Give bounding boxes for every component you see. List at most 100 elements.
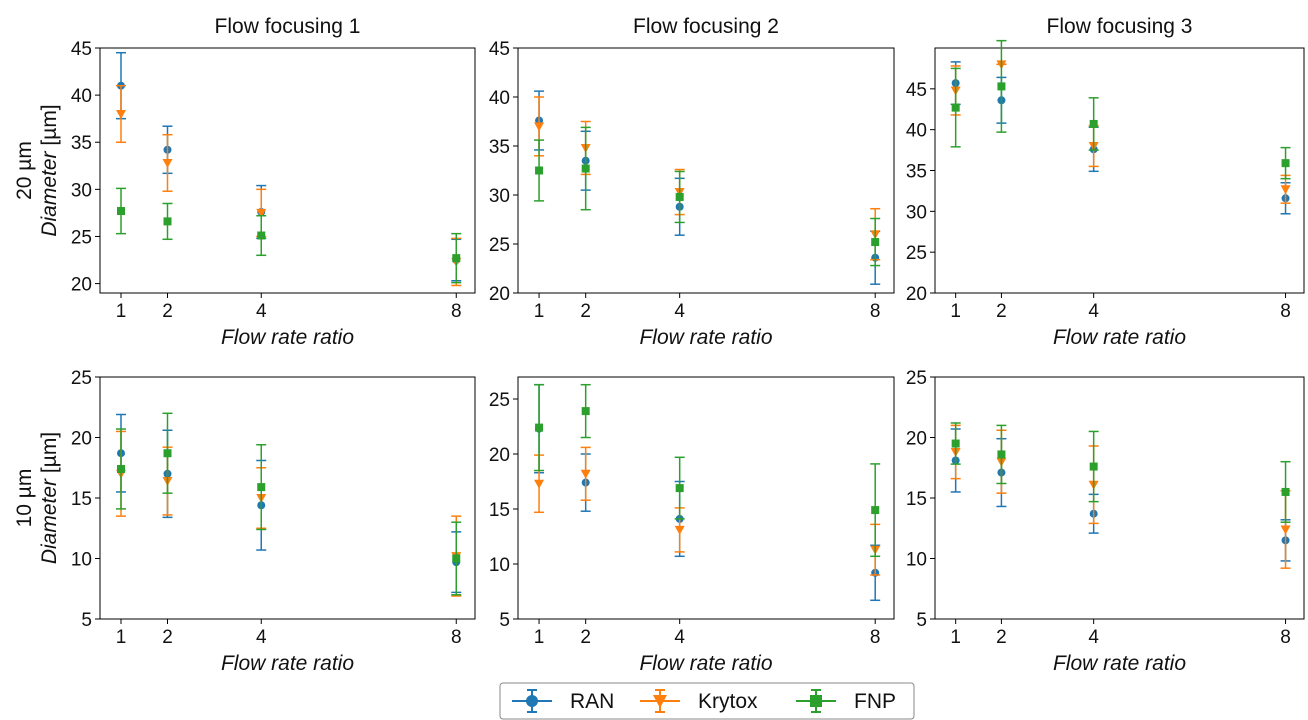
x-tick-label: 2 [162, 627, 173, 648]
data-point [534, 479, 545, 489]
data-point [117, 464, 125, 473]
legend-label: Krytox [698, 690, 758, 713]
legend-label: RAN [570, 690, 614, 713]
x-tick-label: 1 [534, 627, 545, 648]
legend-item-ran: RAN [512, 689, 614, 713]
x-tick-label: 4 [256, 301, 267, 322]
x-tick-label: 2 [996, 301, 1007, 322]
row-label-size: 10 µm [13, 469, 36, 528]
plot-frame [517, 47, 895, 294]
x-axis-title: Flow rate ratio [1053, 326, 1186, 349]
y-tick-label: 25 [71, 227, 92, 248]
x-axis-title: Flow rate ratio [639, 326, 772, 349]
y-tick-label: 25 [906, 368, 927, 389]
x-tick-label: 4 [256, 627, 267, 648]
panel-6: 5 10 15 20 25 1 2 4 8 Flow rate ratio [906, 368, 1305, 675]
x-tick-label: 1 [116, 301, 127, 322]
y-axis-title-italic: Diameter [38, 478, 61, 564]
y-tick-label: 25 [906, 243, 927, 264]
series-fnp [534, 126, 881, 267]
x-tick-label: 1 [950, 627, 961, 648]
data-point [163, 217, 172, 226]
legend-marker [526, 695, 538, 707]
panel-5: 5 10 15 20 25 1 2 4 8 Flow rate ratio [489, 376, 895, 675]
data-point [535, 166, 544, 175]
x-tick-label: 4 [674, 301, 685, 322]
y-tick-label: 30 [906, 202, 927, 223]
series-fnp [116, 412, 462, 596]
legend-item-fnp: FNP [796, 689, 896, 713]
x-tick-label: 1 [116, 627, 127, 648]
y-tick-label: 25 [489, 390, 510, 411]
data-point [257, 483, 266, 492]
panels: Flow focusing 1 20 25 30 35 40 45 1 2 4 8 Flow rate… [71, 15, 1305, 675]
x-tick-label: 4 [1088, 301, 1099, 322]
legend-label: FNP [854, 690, 896, 713]
panel-4: 5 10 15 20 25 1 2 4 8 Flow rate ratio [71, 368, 476, 675]
plot-frame [934, 47, 1305, 294]
x-tick-label: 4 [1088, 627, 1099, 648]
row-label-size: 20 µm [13, 141, 36, 200]
x-axis-title: Flow rate ratio [221, 652, 354, 675]
x-tick-label: 1 [534, 301, 545, 322]
data-point [1281, 159, 1290, 168]
legend-marker [653, 695, 667, 708]
legend-item-krytox: Krytox [640, 689, 758, 713]
data-point [1089, 119, 1098, 128]
y-tick-label: 20 [489, 284, 510, 305]
data-point [452, 554, 461, 563]
y-tick-label: 45 [906, 80, 927, 101]
data-point [951, 439, 960, 448]
y-tick-label: 25 [71, 368, 92, 389]
y-tick-label: 30 [489, 186, 510, 207]
series-fnp [534, 383, 881, 558]
data-point [1280, 525, 1291, 535]
panel-title: Flow focusing 1 [215, 15, 361, 38]
x-tick-label: 2 [580, 301, 591, 322]
data-point [674, 525, 685, 535]
data-point [116, 109, 126, 119]
x-tick-label: 8 [870, 627, 881, 648]
y-tick-label: 25 [489, 235, 510, 256]
data-point [534, 122, 545, 132]
plot-frame [99, 376, 476, 620]
legend: RAN Krytox FNP [499, 682, 915, 720]
y-axis-title: Diameter [µm] [38, 432, 61, 564]
y-tick-label: 45 [489, 39, 510, 60]
data-point [871, 238, 880, 247]
legend-marker [810, 695, 822, 707]
data-point [997, 82, 1006, 91]
x-tick-label: 8 [1280, 627, 1291, 648]
data-point [452, 254, 461, 263]
y-tick-label: 35 [906, 162, 927, 183]
y-tick-label: 20 [489, 445, 510, 466]
x-tick-label: 2 [580, 627, 591, 648]
data-point [1089, 462, 1098, 471]
panel-2: Flow focusing 2 20 25 30 35 40 45 1 2 4 8 Flow rate… [489, 15, 895, 349]
x-axis-title: Flow rate ratio [221, 326, 354, 349]
y-tick-label: 35 [489, 137, 510, 158]
y-tick-label: 10 [71, 550, 92, 571]
data-point [675, 192, 684, 201]
data-point [951, 103, 960, 112]
data-point [997, 450, 1006, 459]
y-axis-title: Diameter [µm] [38, 104, 61, 236]
x-tick-label: 8 [451, 301, 462, 322]
data-point [1280, 185, 1291, 195]
y-tick-label: 45 [71, 39, 92, 60]
data-point [117, 207, 125, 216]
x-tick-label: 4 [674, 627, 685, 648]
legend-box [499, 682, 915, 720]
x-tick-label: 8 [870, 301, 881, 322]
y-axis-title-italic: Diameter [38, 150, 61, 236]
data-point [257, 231, 266, 240]
y-tick-label: 40 [489, 88, 510, 109]
data-point [675, 484, 684, 493]
data-point [1281, 487, 1290, 496]
data-point [581, 164, 590, 173]
series-fnp [116, 187, 462, 284]
x-axis-title: Flow rate ratio [1053, 652, 1186, 675]
y-tick-label: 20 [71, 429, 92, 450]
y-axis-title-unit: [µm] [38, 432, 61, 479]
